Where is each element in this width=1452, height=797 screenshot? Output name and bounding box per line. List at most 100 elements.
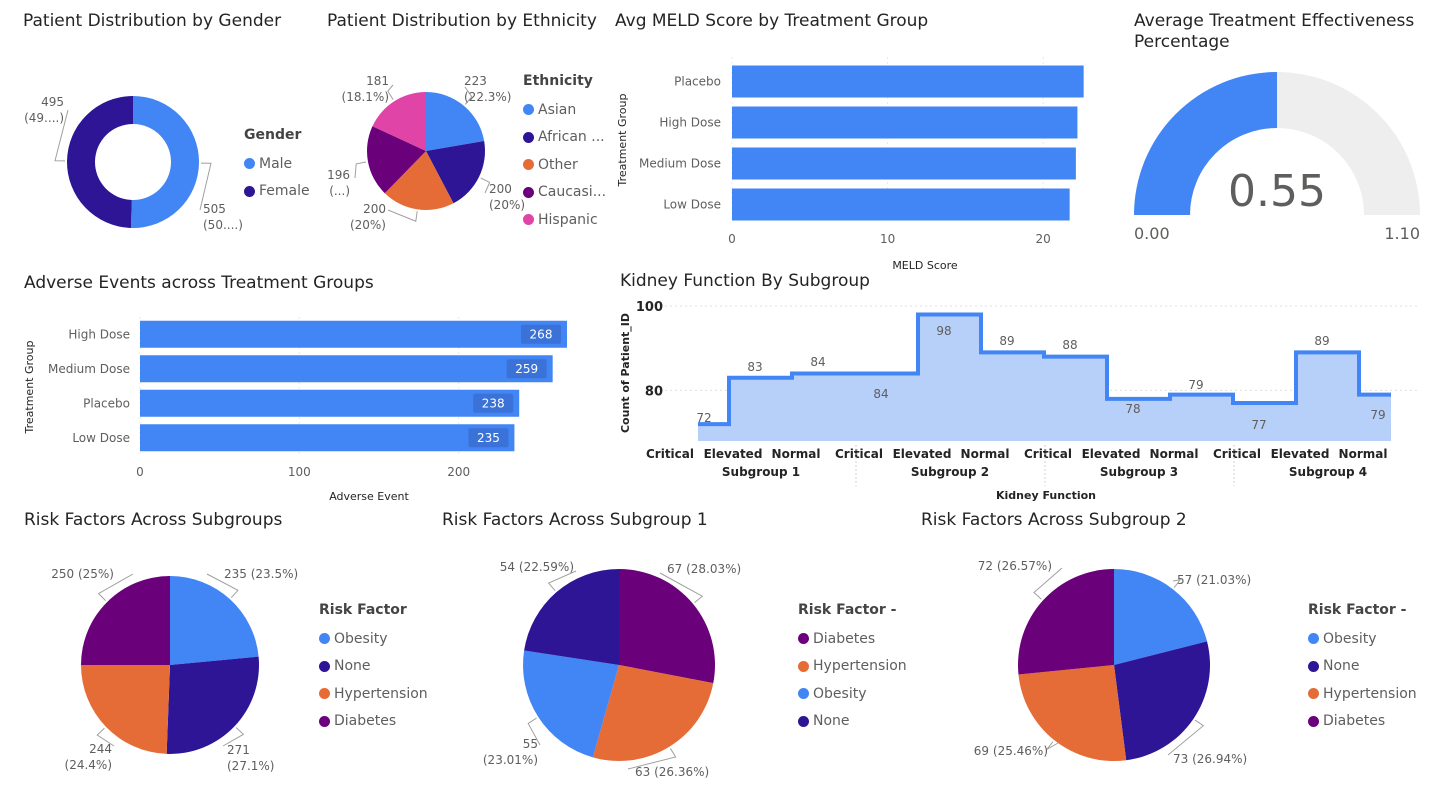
label-line: Normal [1339, 447, 1388, 461]
legend-item[interactable]: None [1308, 653, 1417, 681]
legend-dot-icon [523, 131, 534, 143]
label-line: High Dose [659, 116, 721, 130]
x-tick-label: Critical [835, 447, 883, 461]
area-fill [698, 314, 1391, 441]
x-tick-label: Elevated [1271, 447, 1330, 461]
legend-item[interactable]: Diabetes [1308, 708, 1417, 736]
data-label: 78 [1125, 402, 1140, 416]
legend-item[interactable]: None [798, 708, 907, 736]
x-tick-label: Elevated [893, 447, 952, 461]
legend-dot-icon [1308, 660, 1319, 672]
legend-item[interactable]: Asian [523, 96, 606, 124]
x-tick-label: Normal [961, 447, 1010, 461]
meld-chart-panel: Avg MELD Score by Treatment Group 0 10 20 P… [605, 0, 1105, 275]
data-label: 69 (25.46%) [974, 744, 1048, 758]
legend-item[interactable]: Hypertension [1308, 680, 1417, 708]
data-label: 200 (20%) [350, 202, 386, 232]
data-label: 98 [936, 324, 951, 338]
label-line: 0 [728, 232, 736, 246]
risk-all-legend: Risk Factor Obesity None Hypertension Diabet… [319, 602, 428, 735]
data-label: 63 (26.36%) [635, 765, 709, 779]
x-tick-label: Normal [1339, 447, 1388, 461]
label-line: 181 [366, 74, 389, 88]
data-label: 259 [515, 362, 538, 376]
bar [732, 147, 1076, 180]
legend-item[interactable]: Diabetes [319, 708, 428, 736]
risk-sg1-chart-panel: Risk Factors Across Subgroup 1 67 (28.03… [440, 505, 920, 797]
label-line: 200 [489, 182, 512, 196]
legend-dot-icon [523, 104, 534, 116]
x-tick-label: Critical [1024, 447, 1072, 461]
bar [140, 355, 553, 383]
gauge-value: 0.55 [1228, 166, 1326, 217]
label-line: (20%) [350, 218, 386, 232]
label-line: Elevated [1082, 447, 1141, 461]
chart-title: Avg MELD Score by Treatment Group [615, 11, 929, 31]
series-line [698, 312, 1391, 427]
bar [732, 188, 1070, 221]
legend-dot-icon [798, 660, 809, 672]
legend-dot-icon [244, 185, 255, 197]
gender-legend: Gender Male Female [244, 127, 310, 205]
legend-dot-icon [523, 186, 534, 198]
legend-item[interactable]: Female [244, 178, 310, 206]
label-line: Normal [1150, 447, 1199, 461]
risk-subgroup1-pie-chart: 67 (28.03%) 63 (26.36%) 55 (23.01%) 54 (22.5… [483, 560, 741, 779]
legend-item[interactable]: Obesity [798, 680, 907, 708]
x-tick-label: 100 [288, 465, 311, 479]
legend-title: Ethnicity [523, 73, 593, 89]
label-line: Critical [646, 447, 694, 461]
x-tick-label: Normal [1150, 447, 1199, 461]
leader-line [527, 717, 541, 746]
label-line: Placebo [674, 75, 721, 89]
label-line: 20 [1036, 232, 1051, 246]
label-line: (22.3%) [464, 90, 511, 104]
legend-item[interactable]: African ... [523, 124, 606, 152]
legend-dot-icon [1308, 633, 1319, 645]
label-line: Critical [1213, 447, 1261, 461]
gauge-max-label: 1.10 [1384, 224, 1420, 243]
legend-item[interactable]: Other [523, 151, 606, 179]
leader-line [1033, 567, 1063, 600]
label-line: Subgroup 3 [1100, 465, 1178, 479]
data-label: 83 [747, 360, 762, 374]
legend-item[interactable]: Caucasi... [523, 179, 606, 207]
legend-item[interactable]: Obesity [1308, 625, 1417, 653]
data-label: 271 (27.1%) [227, 743, 274, 773]
legend-dot-icon [798, 688, 809, 700]
x-tick-label: 10 [880, 232, 895, 246]
adverse-bar-chart: 0 100 200 268 High Dose 259 Medium Dose 238 Plac… [23, 317, 567, 503]
label-line: 63 (26.36%) [635, 765, 709, 779]
chart-title: Average Treatment Effectiveness Percenta… [1134, 11, 1415, 52]
legend-dot-icon [319, 633, 330, 645]
legend-item[interactable]: None [319, 653, 428, 681]
legend-item[interactable]: Hypertension [319, 680, 428, 708]
legend-item[interactable]: Diabetes [798, 625, 907, 653]
label-line: 55 [523, 737, 538, 751]
gender-donut-chart: 505 (50....) 495 (49....) [24, 95, 243, 232]
label-line: 250 (25%) [51, 567, 114, 581]
label-line: Subgroup 2 [911, 465, 989, 479]
leader-line [480, 177, 491, 194]
data-label: 72 [696, 411, 711, 425]
leader-line [659, 572, 704, 603]
legend-item[interactable]: Male [244, 150, 310, 178]
legend-item[interactable]: Hypertension [798, 653, 907, 681]
label-line: 235 [477, 431, 500, 445]
data-label: 238 [482, 396, 505, 410]
legend-label: Hispanic [538, 211, 598, 228]
label-line: 495 [41, 95, 64, 109]
data-label-bg [473, 393, 514, 413]
gauge-fill [1134, 72, 1277, 215]
data-label-bg [468, 428, 509, 448]
y-axis-title: Count of Patient_ID [619, 313, 632, 433]
legend-dot-icon [1308, 715, 1319, 727]
label-line: 100 [288, 465, 311, 479]
legend-item[interactable]: Hispanic [523, 206, 606, 234]
label-line: 89 [999, 334, 1014, 348]
legend-label: Male [259, 155, 293, 172]
legend-label: Hypertension [334, 685, 428, 702]
legend-item[interactable]: Obesity [319, 625, 428, 653]
label-line: 10 [880, 232, 895, 246]
pie-slice [524, 569, 619, 665]
